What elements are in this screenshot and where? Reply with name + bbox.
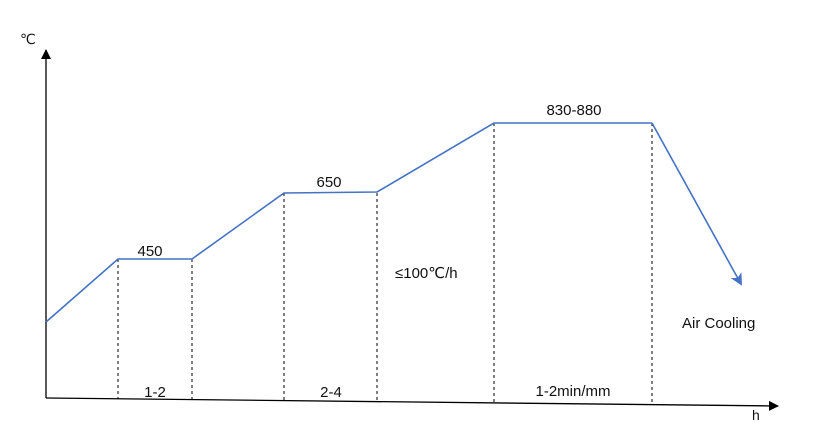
air-cooling-label: Air Cooling bbox=[682, 315, 755, 332]
hold-guides bbox=[117, 123, 653, 405]
hold-duration-label: 1-2min/mm bbox=[535, 383, 610, 400]
heating-rate-label: ≤100℃/h bbox=[395, 265, 458, 282]
x-axis-unit: h bbox=[752, 407, 760, 423]
cooling-arrow bbox=[651, 122, 742, 286]
hold-temperature-label: 830-880 bbox=[546, 102, 601, 119]
hold-temperature-label: 450 bbox=[137, 243, 162, 260]
hold-duration-label: 1-2 bbox=[144, 384, 166, 401]
y-axis-unit: ℃ bbox=[20, 31, 36, 47]
hold-temperature-label: 650 bbox=[316, 174, 341, 191]
hold-duration-label: 2-4 bbox=[320, 384, 342, 401]
x-axis bbox=[45, 397, 779, 411]
temperature-profile-line bbox=[45, 122, 652, 323]
